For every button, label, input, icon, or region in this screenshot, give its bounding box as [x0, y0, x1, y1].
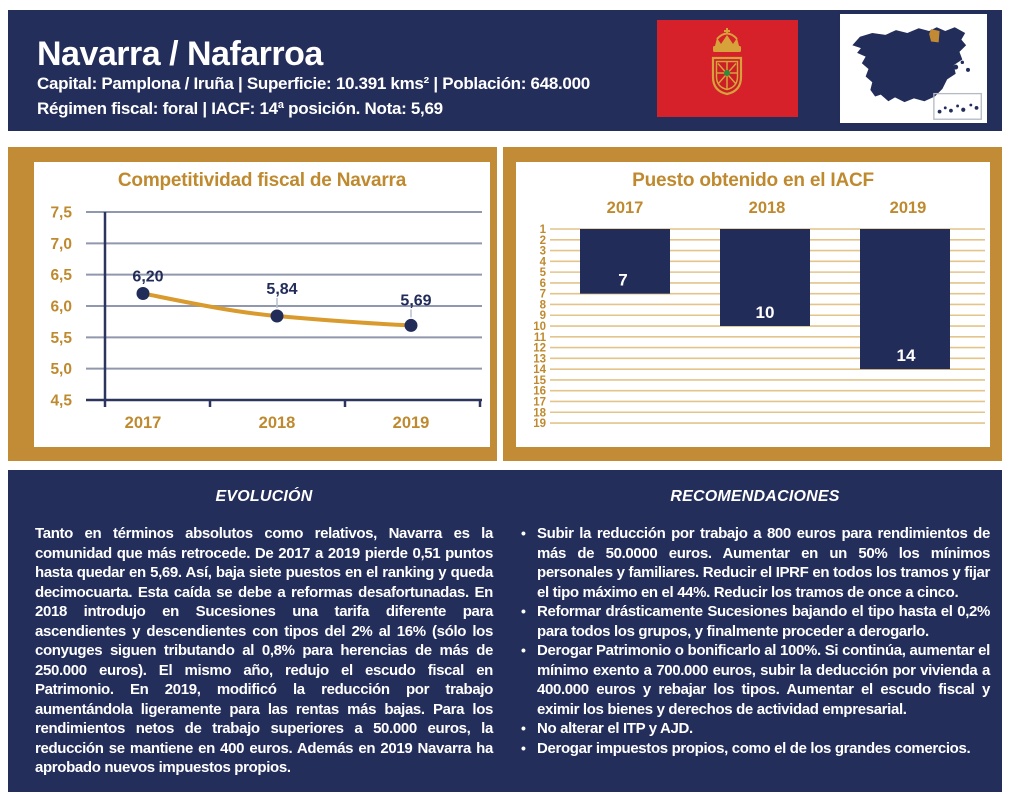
data-point-label: 5,69 [400, 292, 431, 309]
rank-tick-label: 9 [540, 310, 546, 322]
rank-tick-label: 7 [540, 289, 546, 301]
recommendations-list: Subir la reducción por trabajo a 800 eur… [520, 524, 990, 758]
navarra-coat-of-arms-icon [711, 28, 743, 96]
data-point [136, 286, 150, 300]
data-point [404, 318, 418, 332]
rank-value-label: 7 [618, 271, 627, 290]
rank-tick-label: 2 [540, 235, 546, 247]
recommendation-item: No alterar el ITP y AJD. [520, 719, 990, 739]
rank-tick-label: 3 [540, 246, 546, 258]
bar-chart-title: Puesto obtenido en el IACF [632, 170, 874, 191]
x-tick-label: 2017 [125, 414, 162, 432]
y-tick-label: 6,5 [50, 267, 72, 284]
rank-tick-label: 8 [540, 299, 547, 311]
x-tick-label: 2018 [259, 414, 296, 432]
rank-tick-label: 13 [533, 353, 546, 365]
rank-bar [860, 229, 950, 370]
x-tick-label: 2019 [393, 414, 430, 432]
rank-tick-label: 6 [540, 278, 546, 290]
rank-tick-label: 15 [533, 375, 546, 387]
rank-tick-label: 17 [533, 396, 546, 408]
recommendation-item: Derogar Patrimonio o bonificarlo al 100%… [520, 641, 990, 719]
fiscal-competitiveness-card: Competitividad fiscal de Navarra 7,5 7,0 6… [8, 147, 497, 461]
rank-tick-label: 4 [540, 256, 547, 268]
header-info-capital: Capital: Pamplona / Iruña | Superficie: … [37, 74, 590, 93]
bottom-text-panel: EVOLUCIÓN Tanto en términos absolutos co… [8, 470, 1002, 792]
rank-bar [720, 229, 810, 327]
year-label: 2019 [890, 199, 927, 217]
recommendations-heading: RECOMENDACIONES [670, 488, 840, 505]
data-point-label: 6,20 [132, 268, 163, 285]
navarra-region-highlight [929, 29, 940, 43]
line-chart-area: Competitividad fiscal de Navarra 7,5 7,0 6… [34, 162, 490, 447]
rank-tick-label: 5 [540, 267, 547, 279]
evolution-paragraph: Tanto en términos absolutos como relativ… [35, 525, 493, 776]
evolution-column: EVOLUCIÓN Tanto en términos absolutos co… [35, 470, 493, 792]
y-tick-label: 4,5 [50, 393, 72, 410]
recommendation-item: Reformar drásticamente Sucesiones bajand… [520, 602, 990, 641]
recommendation-item: Derogar impuestos propios, como el de lo… [520, 739, 990, 759]
bar-chart: 2017 2018 20191234567891011121314151617181… [533, 199, 985, 430]
rank-tick-label: 18 [533, 407, 546, 419]
page-title: Navarra / Nafarroa [37, 35, 323, 73]
rank-tick-label: 1 [540, 224, 547, 236]
y-tick-label: 6,0 [50, 299, 72, 316]
rank-tick-label: 14 [533, 364, 546, 376]
iacf-rank-card: Puesto obtenido en el IACF 2017 2018 2019 1… [503, 147, 1002, 461]
rank-value-label: 14 [897, 346, 916, 365]
year-label: 2018 [749, 199, 786, 217]
data-point-label: 5,84 [266, 281, 297, 298]
evolution-heading: EVOLUCIÓN [215, 488, 313, 505]
rank-tick-label: 12 [533, 343, 546, 355]
data-point [270, 309, 284, 323]
y-tick-label: 7,5 [50, 205, 72, 222]
spain-map [837, 11, 990, 126]
rank-tick-label: 19 [533, 418, 546, 430]
line-chart: 7,5 7,0 6,5 6,0 5,5 5,0 4,5 2017 2018 2019 6,20 5,8… [50, 205, 482, 432]
rank-value-label: 10 [756, 303, 775, 322]
canary-islands-inset [933, 92, 982, 120]
bar-chart-area: Puesto obtenido en el IACF 2017 2018 2019 1… [516, 162, 990, 447]
rank-tick-label: 16 [533, 386, 546, 398]
rank-tick-label: 10 [533, 321, 546, 333]
recommendations-column: RECOMENDACIONES Subir la reducción por t… [520, 470, 990, 792]
header-info-regimen: Régimen fiscal: foral | IACF: 14ª posici… [37, 99, 443, 118]
year-label: 2017 [607, 199, 644, 217]
y-tick-label: 7,0 [50, 236, 72, 253]
rank-tick-label: 11 [534, 332, 547, 344]
navarra-flag-icon [657, 20, 798, 117]
balearic-islands-icon [953, 60, 970, 72]
y-tick-label: 5,0 [50, 361, 72, 378]
header-panel: Navarra / Nafarroa Capital: Pamplona / I… [8, 10, 1002, 131]
recommendation-item: Subir la reducción por trabajo a 800 eur… [520, 524, 990, 602]
y-tick-label: 5,5 [50, 330, 72, 347]
line-chart-title: Competitividad fiscal de Navarra [117, 170, 407, 191]
rank-bar [580, 229, 670, 294]
spain-silhouette-icon [852, 27, 967, 103]
